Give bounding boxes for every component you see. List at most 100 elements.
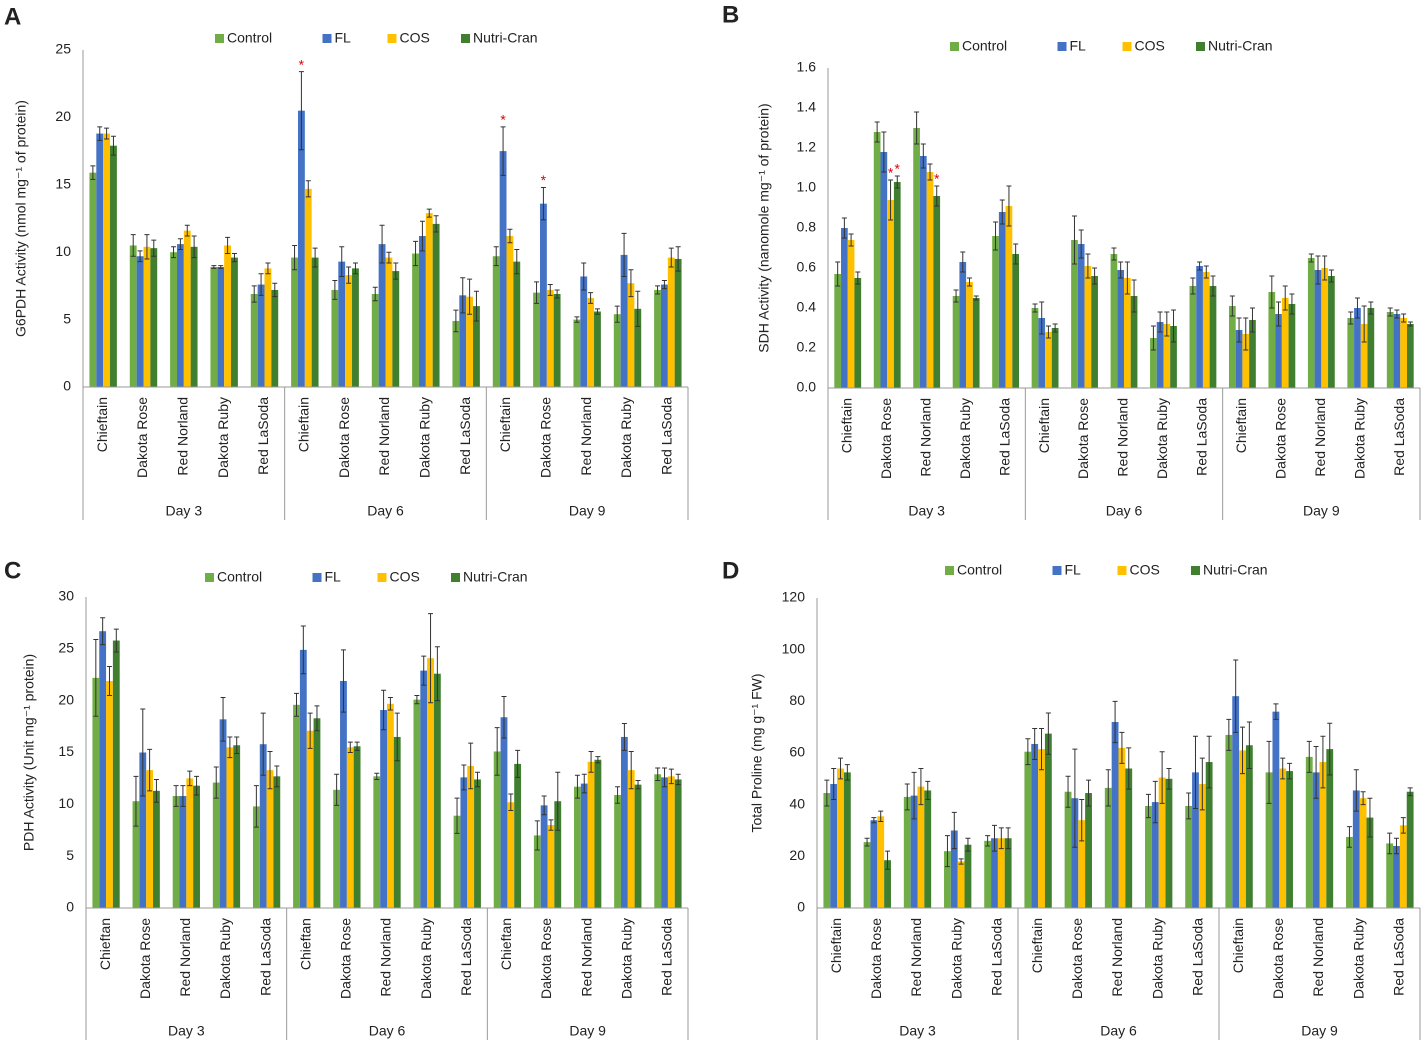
significance-star: * (895, 161, 901, 177)
bar (854, 278, 862, 388)
error-bar (475, 771, 481, 788)
bar (964, 844, 972, 908)
bar (830, 784, 838, 908)
error-bar (661, 280, 667, 290)
error-bar (1353, 769, 1359, 812)
error-bar (1306, 740, 1312, 773)
error-bar (1065, 775, 1071, 808)
bar (297, 110, 305, 387)
bar (870, 820, 878, 908)
y-axis-label: SDH Activity (nanomole mg⁻¹ of protein) (756, 103, 772, 352)
error-bar (414, 694, 420, 705)
legend-label: COS (1135, 38, 1165, 54)
bar (459, 295, 467, 387)
x-tick-label: Red Norland (578, 397, 594, 476)
error-bar (965, 837, 971, 852)
error-bar (668, 247, 674, 268)
bar (674, 779, 682, 908)
error-bar (1131, 279, 1137, 313)
group-label: Day 3 (166, 503, 203, 519)
bar (1117, 270, 1124, 388)
bar (352, 268, 359, 387)
error-bar (1236, 317, 1242, 343)
error-bar (1092, 267, 1098, 285)
bar (1111, 722, 1119, 908)
bar (373, 776, 381, 908)
error-bar (555, 771, 561, 831)
bar (1406, 791, 1414, 908)
error-bar (110, 135, 116, 156)
bar (1151, 802, 1159, 908)
error-bar (1368, 301, 1374, 315)
bar (493, 751, 501, 908)
y-tick-label: 0 (66, 899, 74, 915)
bar (340, 680, 347, 908)
legend-swatch (1057, 42, 1067, 51)
error-bar (332, 280, 338, 300)
bar (1400, 318, 1407, 388)
panel-label: A (4, 3, 21, 30)
error-bar (1197, 261, 1203, 271)
error-bar (151, 239, 157, 257)
bar (427, 658, 434, 908)
group-label: Day 3 (168, 1023, 205, 1039)
x-tick-label: Chieftan (297, 918, 313, 970)
bar (1150, 338, 1157, 388)
error-bar (153, 778, 159, 803)
bar (1165, 778, 1173, 908)
error-bar (1229, 295, 1235, 317)
error-bar (595, 756, 601, 764)
bar (183, 230, 191, 387)
error-bar (574, 774, 580, 799)
error-bar (454, 797, 460, 834)
x-tick-label: Dakota Rose (538, 918, 554, 999)
bar (346, 747, 354, 908)
error-bar (1328, 269, 1334, 283)
bar (1130, 296, 1138, 388)
error-bar (292, 244, 298, 271)
bar (594, 759, 602, 908)
error-bar (675, 773, 681, 786)
bar (1170, 326, 1177, 388)
error-bar (1085, 253, 1091, 279)
legend-label: FL (1065, 562, 1082, 578)
error-bar (1192, 735, 1198, 810)
bar (1158, 777, 1166, 908)
error-bar (305, 180, 311, 198)
bar (1245, 745, 1253, 908)
error-bar (501, 696, 507, 739)
x-tick-label: Red Norland (1312, 398, 1328, 477)
error-bar (340, 649, 346, 713)
error-bar (655, 285, 661, 295)
error-bar (93, 639, 99, 717)
bar (172, 796, 180, 908)
bar (420, 670, 428, 908)
error-bar (144, 234, 150, 260)
error-bar (1152, 780, 1158, 824)
error-bar (835, 261, 841, 287)
error-bar (1240, 726, 1246, 775)
error-bar (113, 628, 119, 653)
error-bar (194, 775, 200, 796)
bar (587, 298, 595, 387)
error-bar (614, 305, 620, 323)
error-bar (272, 282, 278, 298)
error-bar (334, 773, 340, 806)
error-bar (372, 286, 378, 302)
error-bar (985, 835, 991, 847)
y-tick-label: 25 (55, 41, 71, 57)
bar (387, 703, 394, 908)
bar (150, 248, 158, 387)
legend-label: Control (217, 569, 262, 585)
bar (1084, 266, 1092, 388)
bar (273, 776, 281, 908)
error-bar (1052, 323, 1058, 333)
error-bar (173, 785, 179, 807)
bar (1406, 324, 1414, 388)
bar (627, 770, 635, 908)
error-bar (1199, 757, 1205, 811)
error-bar (871, 817, 877, 824)
error-bar (1401, 313, 1407, 323)
bar (353, 746, 361, 908)
bar (338, 261, 346, 387)
